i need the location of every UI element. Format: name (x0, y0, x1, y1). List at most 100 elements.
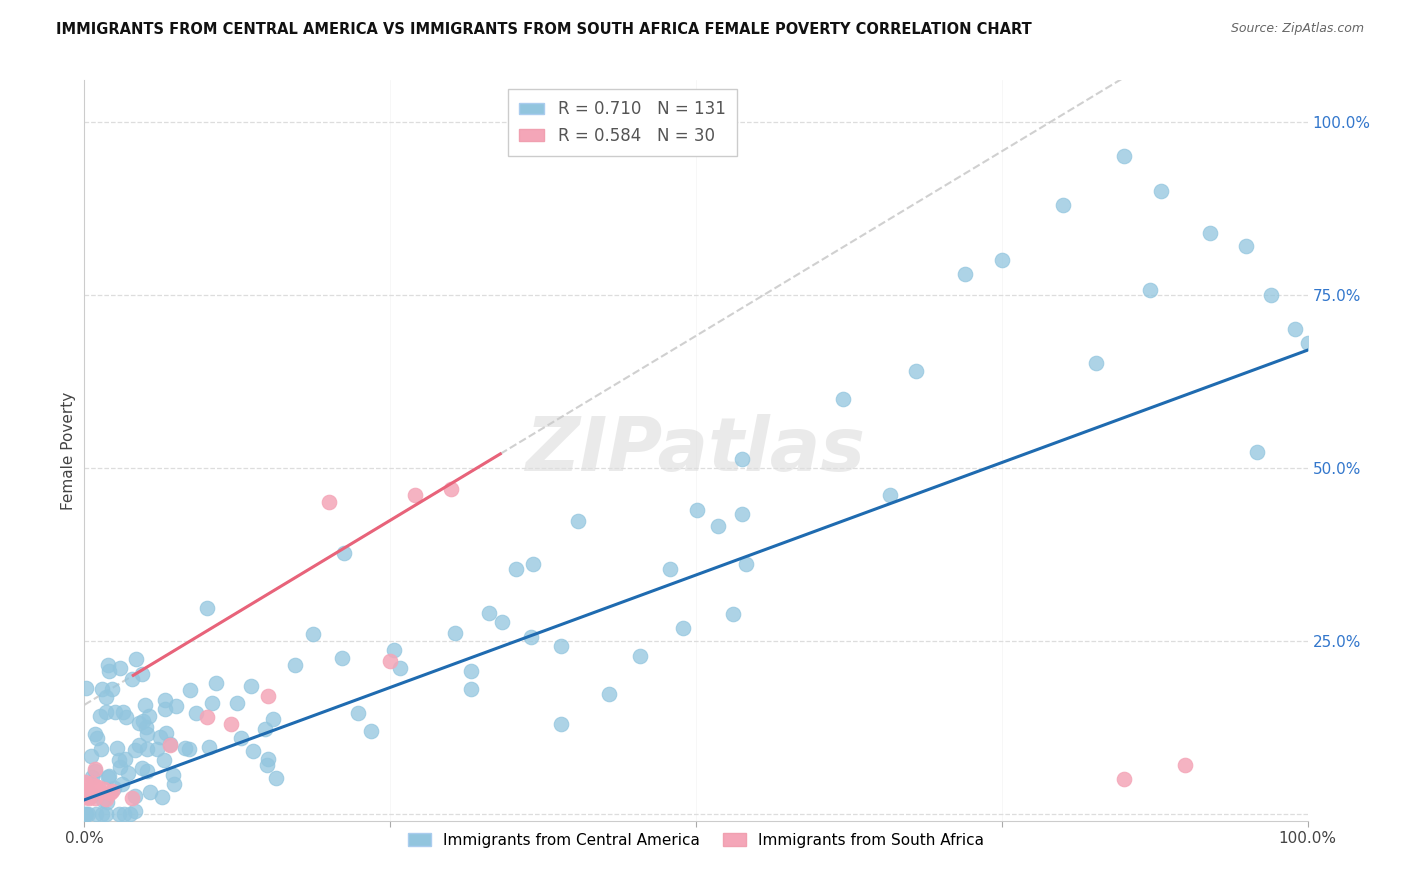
Point (991, 253, 1014, 268)
Point (91, 793, 114, 807)
Point (257, 689, 280, 703)
Point (80, 776, 103, 790)
Point (131, 761, 153, 775)
Point (262, 712, 284, 726)
Point (1174, 758, 1197, 772)
Point (404, 488, 426, 502)
Point (124, 742, 146, 756)
Point (134, 698, 156, 712)
Point (153, 692, 176, 706)
Point (1236, 239, 1258, 253)
Point (195, 710, 218, 724)
Point (332, 650, 354, 665)
Point (121, 672, 143, 686)
Point (163, 776, 186, 790)
Point (79, 790, 101, 805)
Point (96, 690, 118, 704)
Point (174, 741, 197, 756)
Point (240, 679, 263, 693)
Point (77, 785, 100, 799)
Point (75, 681, 97, 695)
Point (519, 630, 541, 644)
Point (139, 784, 162, 798)
Point (100, 784, 122, 798)
Point (302, 627, 325, 641)
Point (124, 804, 146, 818)
Point (124, 789, 146, 803)
Y-axis label: Female Poverty: Female Poverty (60, 392, 76, 509)
Point (103, 780, 125, 795)
Point (84, 763, 107, 777)
Point (114, 752, 136, 766)
Point (721, 607, 744, 622)
Point (242, 744, 264, 758)
Point (153, 753, 176, 767)
Point (686, 503, 709, 517)
Point (266, 772, 288, 786)
Point (118, 806, 141, 821)
Point (94, 806, 117, 821)
Point (567, 514, 589, 528)
Point (136, 742, 159, 756)
Point (80, 770, 103, 784)
Point (75, 787, 97, 801)
Point (382, 643, 405, 657)
Point (79, 749, 101, 764)
Point (672, 621, 695, 635)
Point (707, 519, 730, 533)
Point (90, 742, 112, 756)
Point (254, 722, 277, 736)
Point (231, 731, 253, 745)
Point (76, 783, 98, 797)
Point (121, 791, 143, 805)
Point (84, 790, 107, 805)
Point (256, 752, 278, 766)
Point (86, 731, 108, 746)
Point (150, 789, 173, 804)
Point (460, 682, 482, 697)
Point (179, 682, 201, 697)
Point (1114, 149, 1136, 163)
Point (1198, 226, 1220, 240)
Point (100, 786, 122, 800)
Point (1052, 198, 1074, 212)
Point (440, 482, 463, 496)
Point (112, 806, 135, 821)
Point (380, 655, 402, 669)
Point (731, 451, 754, 466)
Point (658, 562, 681, 576)
Point (318, 495, 340, 509)
Point (73, 806, 96, 821)
Point (159, 738, 181, 752)
Point (360, 724, 382, 739)
Point (1284, 322, 1306, 336)
Point (125, 652, 148, 666)
Point (117, 765, 139, 780)
Point (162, 768, 184, 782)
Point (146, 742, 169, 756)
Point (165, 698, 187, 713)
Point (550, 716, 572, 731)
Point (135, 764, 157, 778)
Point (731, 507, 754, 521)
Point (1246, 445, 1268, 459)
Point (76, 790, 98, 805)
Point (131, 666, 153, 681)
Point (226, 696, 249, 710)
Point (76, 783, 98, 797)
Point (179, 741, 201, 756)
Point (108, 806, 131, 821)
Point (522, 557, 544, 571)
Point (256, 757, 278, 772)
Point (879, 488, 901, 502)
Point (598, 687, 620, 701)
Text: IMMIGRANTS FROM CENTRAL AMERICA VS IMMIGRANTS FROM SOUTH AFRICA FEMALE POVERTY C: IMMIGRANTS FROM CENTRAL AMERICA VS IMMIG… (56, 22, 1032, 37)
Point (128, 738, 150, 752)
Point (97, 769, 120, 783)
Point (107, 754, 129, 768)
Point (132, 714, 155, 729)
Point (101, 681, 124, 696)
Legend: Immigrants from Central America, Immigrants from South Africa: Immigrants from Central America, Immigra… (402, 826, 990, 854)
Point (73, 789, 96, 804)
Point (198, 740, 221, 755)
